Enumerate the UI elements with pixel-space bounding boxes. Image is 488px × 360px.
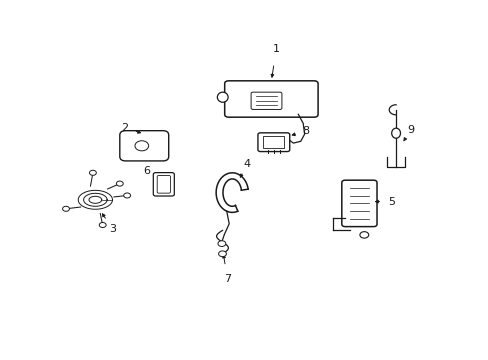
FancyBboxPatch shape — [258, 133, 289, 152]
Text: 3: 3 — [109, 224, 116, 234]
Circle shape — [116, 181, 123, 186]
Ellipse shape — [135, 141, 148, 151]
FancyBboxPatch shape — [120, 131, 168, 161]
FancyBboxPatch shape — [251, 92, 281, 109]
Text: 8: 8 — [302, 126, 308, 136]
Circle shape — [359, 232, 368, 238]
Text: 5: 5 — [387, 197, 394, 207]
Text: 6: 6 — [143, 166, 150, 176]
FancyBboxPatch shape — [224, 81, 318, 117]
Text: 9: 9 — [407, 125, 413, 135]
FancyBboxPatch shape — [153, 173, 174, 196]
Circle shape — [218, 241, 225, 247]
Text: 2: 2 — [121, 123, 128, 133]
Text: 4: 4 — [243, 159, 250, 169]
FancyBboxPatch shape — [341, 180, 376, 227]
FancyBboxPatch shape — [157, 176, 170, 193]
Circle shape — [123, 193, 130, 198]
Circle shape — [62, 206, 69, 211]
Text: 7: 7 — [224, 274, 230, 284]
Text: 1: 1 — [272, 44, 279, 54]
Circle shape — [218, 251, 226, 257]
Circle shape — [99, 222, 106, 228]
Ellipse shape — [217, 92, 227, 102]
Circle shape — [89, 170, 96, 175]
FancyBboxPatch shape — [263, 136, 284, 148]
Ellipse shape — [391, 128, 400, 138]
